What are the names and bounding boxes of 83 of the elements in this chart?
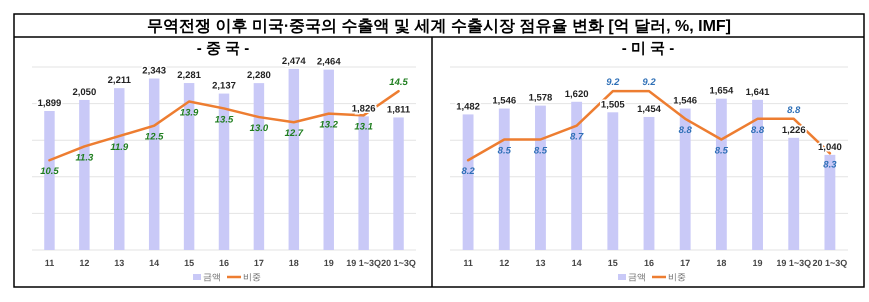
data-label: 8.2 xyxy=(461,166,476,178)
x-tick-label: 16 xyxy=(218,258,230,268)
data-label: 2,211 xyxy=(108,75,132,86)
bar xyxy=(607,112,618,250)
data-label: 1,654 xyxy=(709,86,734,97)
data-label: 13.5 xyxy=(214,114,234,126)
data-label: 8.5 xyxy=(534,146,548,157)
x-tick-label: 14 xyxy=(149,258,160,268)
data-label: 1,811 xyxy=(386,104,411,116)
x-tick-label: 12 xyxy=(499,258,510,268)
data-label: 9.2 xyxy=(606,77,620,88)
data-label: 8.8 xyxy=(787,104,802,116)
bar xyxy=(824,154,836,250)
bar xyxy=(571,102,582,250)
legend-label: 비중 xyxy=(668,272,686,282)
chart-title: - 중 국 - xyxy=(196,40,250,57)
x-tick-label: 16 xyxy=(644,258,654,268)
data-label: 1,482 xyxy=(456,101,480,112)
data-label: 13.2 xyxy=(319,120,339,131)
data-label: 2,137 xyxy=(212,80,236,92)
data-label: 11.9 xyxy=(110,142,129,154)
data-label: 8.3 xyxy=(823,159,838,170)
bar xyxy=(498,108,510,250)
x-tick-label: 19 1~3Q xyxy=(776,258,812,268)
data-label: 12.5 xyxy=(144,132,164,143)
data-label: 8.7 xyxy=(570,132,584,143)
bar xyxy=(716,98,727,250)
x-tick-label: 19 1~3Q xyxy=(346,258,382,268)
x-tick-label: 12 xyxy=(79,258,90,268)
legend-label: 금액 xyxy=(628,272,646,282)
data-label: 1,620 xyxy=(564,88,589,100)
x-tick-label: 13 xyxy=(114,258,124,268)
data-label: 2,281 xyxy=(177,70,202,82)
x-tick-label: 20 1~3Q xyxy=(381,258,416,268)
data-label: 13.1 xyxy=(354,121,373,132)
data-label: 2,464 xyxy=(316,56,342,68)
data-label: 8.8 xyxy=(750,124,765,136)
data-label: 2,343 xyxy=(142,65,166,76)
data-label: 1,899 xyxy=(38,98,62,109)
data-label: 11.3 xyxy=(75,152,94,164)
bar xyxy=(788,138,800,250)
data-label: 2,050 xyxy=(72,86,96,98)
x-tick-label: 20 1~3Q xyxy=(812,258,848,268)
legend-label: 금액 xyxy=(203,272,221,282)
data-label: 1,546 xyxy=(673,96,698,107)
chart-title: - 미 국 - xyxy=(622,40,674,57)
x-tick-label: 15 xyxy=(184,258,194,268)
x-tick-label: 15 xyxy=(608,258,618,268)
x-tick-label: 18 xyxy=(288,258,299,268)
x-tick-label: 17 xyxy=(680,258,690,268)
data-label: 14.5 xyxy=(389,77,408,88)
data-label: 1,641 xyxy=(746,86,770,98)
data-label: 13.0 xyxy=(250,123,269,134)
x-tick-label: 19 xyxy=(324,258,334,268)
data-label: 1,226 xyxy=(782,124,806,136)
data-label: 13.9 xyxy=(180,108,200,119)
x-tick-label: 11 xyxy=(463,258,473,268)
data-label: 2,474 xyxy=(282,56,306,67)
bar xyxy=(535,106,546,250)
x-tick-label: 19 xyxy=(752,258,763,268)
data-label: 8.5 xyxy=(498,146,512,157)
data-label: 1,454 xyxy=(637,104,662,115)
x-tick-label: 18 xyxy=(716,258,726,268)
data-label: 8.8 xyxy=(678,124,692,136)
data-label: 1,546 xyxy=(492,96,516,107)
data-label: 10.5 xyxy=(40,166,60,178)
bar xyxy=(393,117,404,250)
x-tick-label: 14 xyxy=(572,258,582,268)
bar xyxy=(752,100,763,250)
legend-label: 비중 xyxy=(243,272,261,282)
data-label: 2,280 xyxy=(247,70,271,82)
bar xyxy=(462,114,474,250)
bar xyxy=(680,108,691,250)
data-label: 9.2 xyxy=(642,77,656,88)
data-label: 12.7 xyxy=(284,128,304,140)
data-label: 8.5 xyxy=(714,146,729,157)
x-tick-label: 17 xyxy=(254,258,264,268)
text: 무역전쟁 이후 미국·중국의 수출액 및 세계 수출시장 점유율 변화 [억 달러, %, IMF] xyxy=(147,18,731,35)
x-tick-label: 11 xyxy=(44,258,54,268)
data-label: 1,505 xyxy=(600,99,626,110)
bar xyxy=(644,116,654,250)
data-label: 1,578 xyxy=(528,92,552,104)
x-tick-label: 13 xyxy=(535,258,546,268)
